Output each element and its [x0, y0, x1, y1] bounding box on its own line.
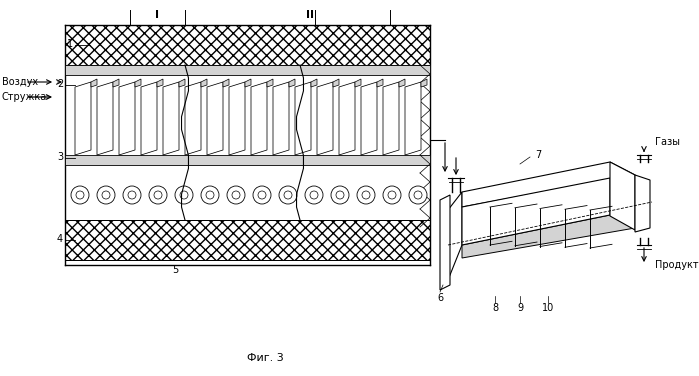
Polygon shape — [201, 79, 207, 87]
Circle shape — [253, 186, 271, 204]
Circle shape — [227, 186, 245, 204]
Text: 9: 9 — [517, 303, 523, 313]
Circle shape — [123, 186, 141, 204]
Text: 1: 1 — [67, 39, 73, 49]
Polygon shape — [163, 82, 179, 155]
Polygon shape — [635, 175, 650, 232]
Polygon shape — [462, 162, 635, 207]
Polygon shape — [113, 79, 119, 87]
Polygon shape — [65, 220, 430, 260]
Polygon shape — [245, 79, 251, 87]
Circle shape — [331, 186, 349, 204]
Polygon shape — [377, 79, 383, 87]
Polygon shape — [65, 65, 430, 75]
Polygon shape — [135, 79, 141, 87]
Polygon shape — [119, 82, 135, 155]
Polygon shape — [65, 155, 430, 165]
Circle shape — [284, 191, 292, 199]
Text: 10: 10 — [542, 303, 554, 313]
Circle shape — [279, 186, 297, 204]
Text: 4: 4 — [57, 234, 63, 244]
Text: Воздух: Воздух — [2, 77, 38, 87]
Circle shape — [362, 191, 370, 199]
Circle shape — [154, 191, 162, 199]
Text: 7: 7 — [535, 150, 541, 160]
Circle shape — [336, 191, 344, 199]
Text: 3: 3 — [57, 152, 63, 162]
Circle shape — [232, 191, 240, 199]
Polygon shape — [229, 82, 245, 155]
Circle shape — [388, 191, 396, 199]
Text: Фиг. 3: Фиг. 3 — [247, 353, 283, 363]
Polygon shape — [421, 79, 427, 87]
Text: I: I — [155, 10, 159, 20]
Text: 2: 2 — [57, 79, 63, 89]
Polygon shape — [355, 79, 361, 87]
Text: II: II — [306, 10, 314, 20]
Polygon shape — [610, 162, 635, 230]
Polygon shape — [207, 82, 223, 155]
Polygon shape — [333, 79, 339, 87]
Polygon shape — [97, 82, 113, 155]
Polygon shape — [141, 82, 157, 155]
Polygon shape — [339, 82, 355, 155]
Polygon shape — [273, 82, 289, 155]
Circle shape — [97, 186, 115, 204]
Polygon shape — [267, 79, 273, 87]
Polygon shape — [75, 82, 91, 155]
Polygon shape — [157, 79, 163, 87]
Polygon shape — [440, 195, 450, 290]
Circle shape — [357, 186, 375, 204]
Polygon shape — [251, 82, 267, 155]
Text: Газы: Газы — [655, 137, 680, 147]
Polygon shape — [383, 82, 399, 155]
Polygon shape — [179, 79, 185, 87]
Text: 6: 6 — [437, 293, 443, 303]
Polygon shape — [317, 82, 333, 155]
Polygon shape — [295, 82, 311, 155]
Circle shape — [201, 186, 219, 204]
Circle shape — [310, 191, 318, 199]
Circle shape — [71, 186, 89, 204]
Circle shape — [258, 191, 266, 199]
Polygon shape — [448, 192, 462, 280]
Polygon shape — [223, 79, 229, 87]
Text: 8: 8 — [492, 303, 498, 313]
Circle shape — [180, 191, 188, 199]
Polygon shape — [462, 215, 635, 258]
Circle shape — [175, 186, 193, 204]
Polygon shape — [405, 82, 421, 155]
Polygon shape — [289, 79, 295, 87]
Text: Продукт: Продукт — [655, 260, 698, 270]
Text: 5: 5 — [172, 265, 178, 275]
Polygon shape — [185, 82, 201, 155]
Circle shape — [206, 191, 214, 199]
Circle shape — [102, 191, 110, 199]
Polygon shape — [361, 82, 377, 155]
Circle shape — [305, 186, 323, 204]
Text: Стружка: Стружка — [2, 92, 48, 102]
Circle shape — [128, 191, 136, 199]
Circle shape — [409, 186, 427, 204]
Polygon shape — [311, 79, 317, 87]
Polygon shape — [65, 25, 430, 65]
Circle shape — [149, 186, 167, 204]
Circle shape — [76, 191, 84, 199]
Polygon shape — [399, 79, 405, 87]
Polygon shape — [91, 79, 97, 87]
Circle shape — [414, 191, 422, 199]
Polygon shape — [462, 178, 610, 245]
Circle shape — [383, 186, 401, 204]
